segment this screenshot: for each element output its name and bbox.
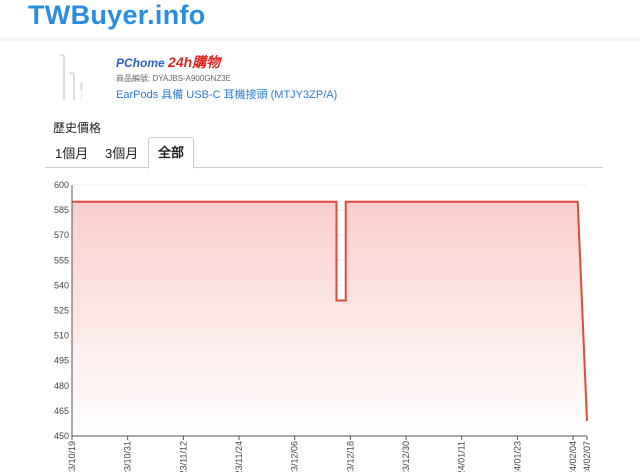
- y-tick-label: 450: [54, 431, 69, 441]
- y-tick-label: 540: [54, 280, 69, 290]
- y-tick-label: 570: [54, 230, 69, 240]
- x-tick-label: 24/02/04: [568, 441, 578, 472]
- section-title: 歷史價格: [53, 121, 102, 135]
- x-tick-label: 23/11/24: [234, 441, 244, 472]
- tab-3-months[interactable]: 3個月: [105, 146, 139, 161]
- y-tick-label: 525: [54, 306, 69, 316]
- y-tick-label: 495: [54, 356, 69, 366]
- price-line: [72, 200, 588, 421]
- x-tick-label: 23/10/31: [123, 441, 133, 472]
- x-tick-label: 24/02/07: [582, 441, 592, 472]
- y-tick-label: 555: [54, 255, 69, 265]
- product-name-link[interactable]: EarPods 具備 USB-C 耳機接頭 (MTJY3ZP/A): [116, 89, 338, 101]
- period-tabs: 1個月 3個月 全部: [45, 137, 603, 169]
- x-tick-label: 24/01/11: [457, 441, 467, 472]
- y-tick-label: 600: [54, 180, 69, 190]
- store-logo: PChome 24h購物: [116, 54, 221, 70]
- y-tick-label: 465: [54, 406, 69, 416]
- price-area: [72, 201, 587, 436]
- product-sku: 商品編號: DYAJBS-A900GNZ3E: [116, 74, 231, 83]
- y-tick-label: 480: [54, 381, 69, 391]
- x-tick-label: 23/11/12: [178, 441, 188, 472]
- y-tick-label: 510: [54, 331, 69, 341]
- tab-all[interactable]: 全部: [148, 137, 194, 169]
- x-tick-label: 23/12/06: [290, 441, 300, 472]
- x-tick-label: 23/10/19: [67, 441, 77, 472]
- header-divider: [0, 38, 640, 41]
- product-thumbnail[interactable]: [52, 52, 92, 104]
- tab-1-month[interactable]: 1個月: [55, 146, 89, 161]
- x-tick-label: 23/12/18: [345, 441, 355, 472]
- x-tick-label: 23/12/30: [401, 441, 411, 472]
- x-tick-label: 24/01/23: [512, 441, 522, 472]
- site-logo[interactable]: TWBuyer.info: [28, 0, 206, 30]
- y-tick-label: 585: [54, 205, 69, 215]
